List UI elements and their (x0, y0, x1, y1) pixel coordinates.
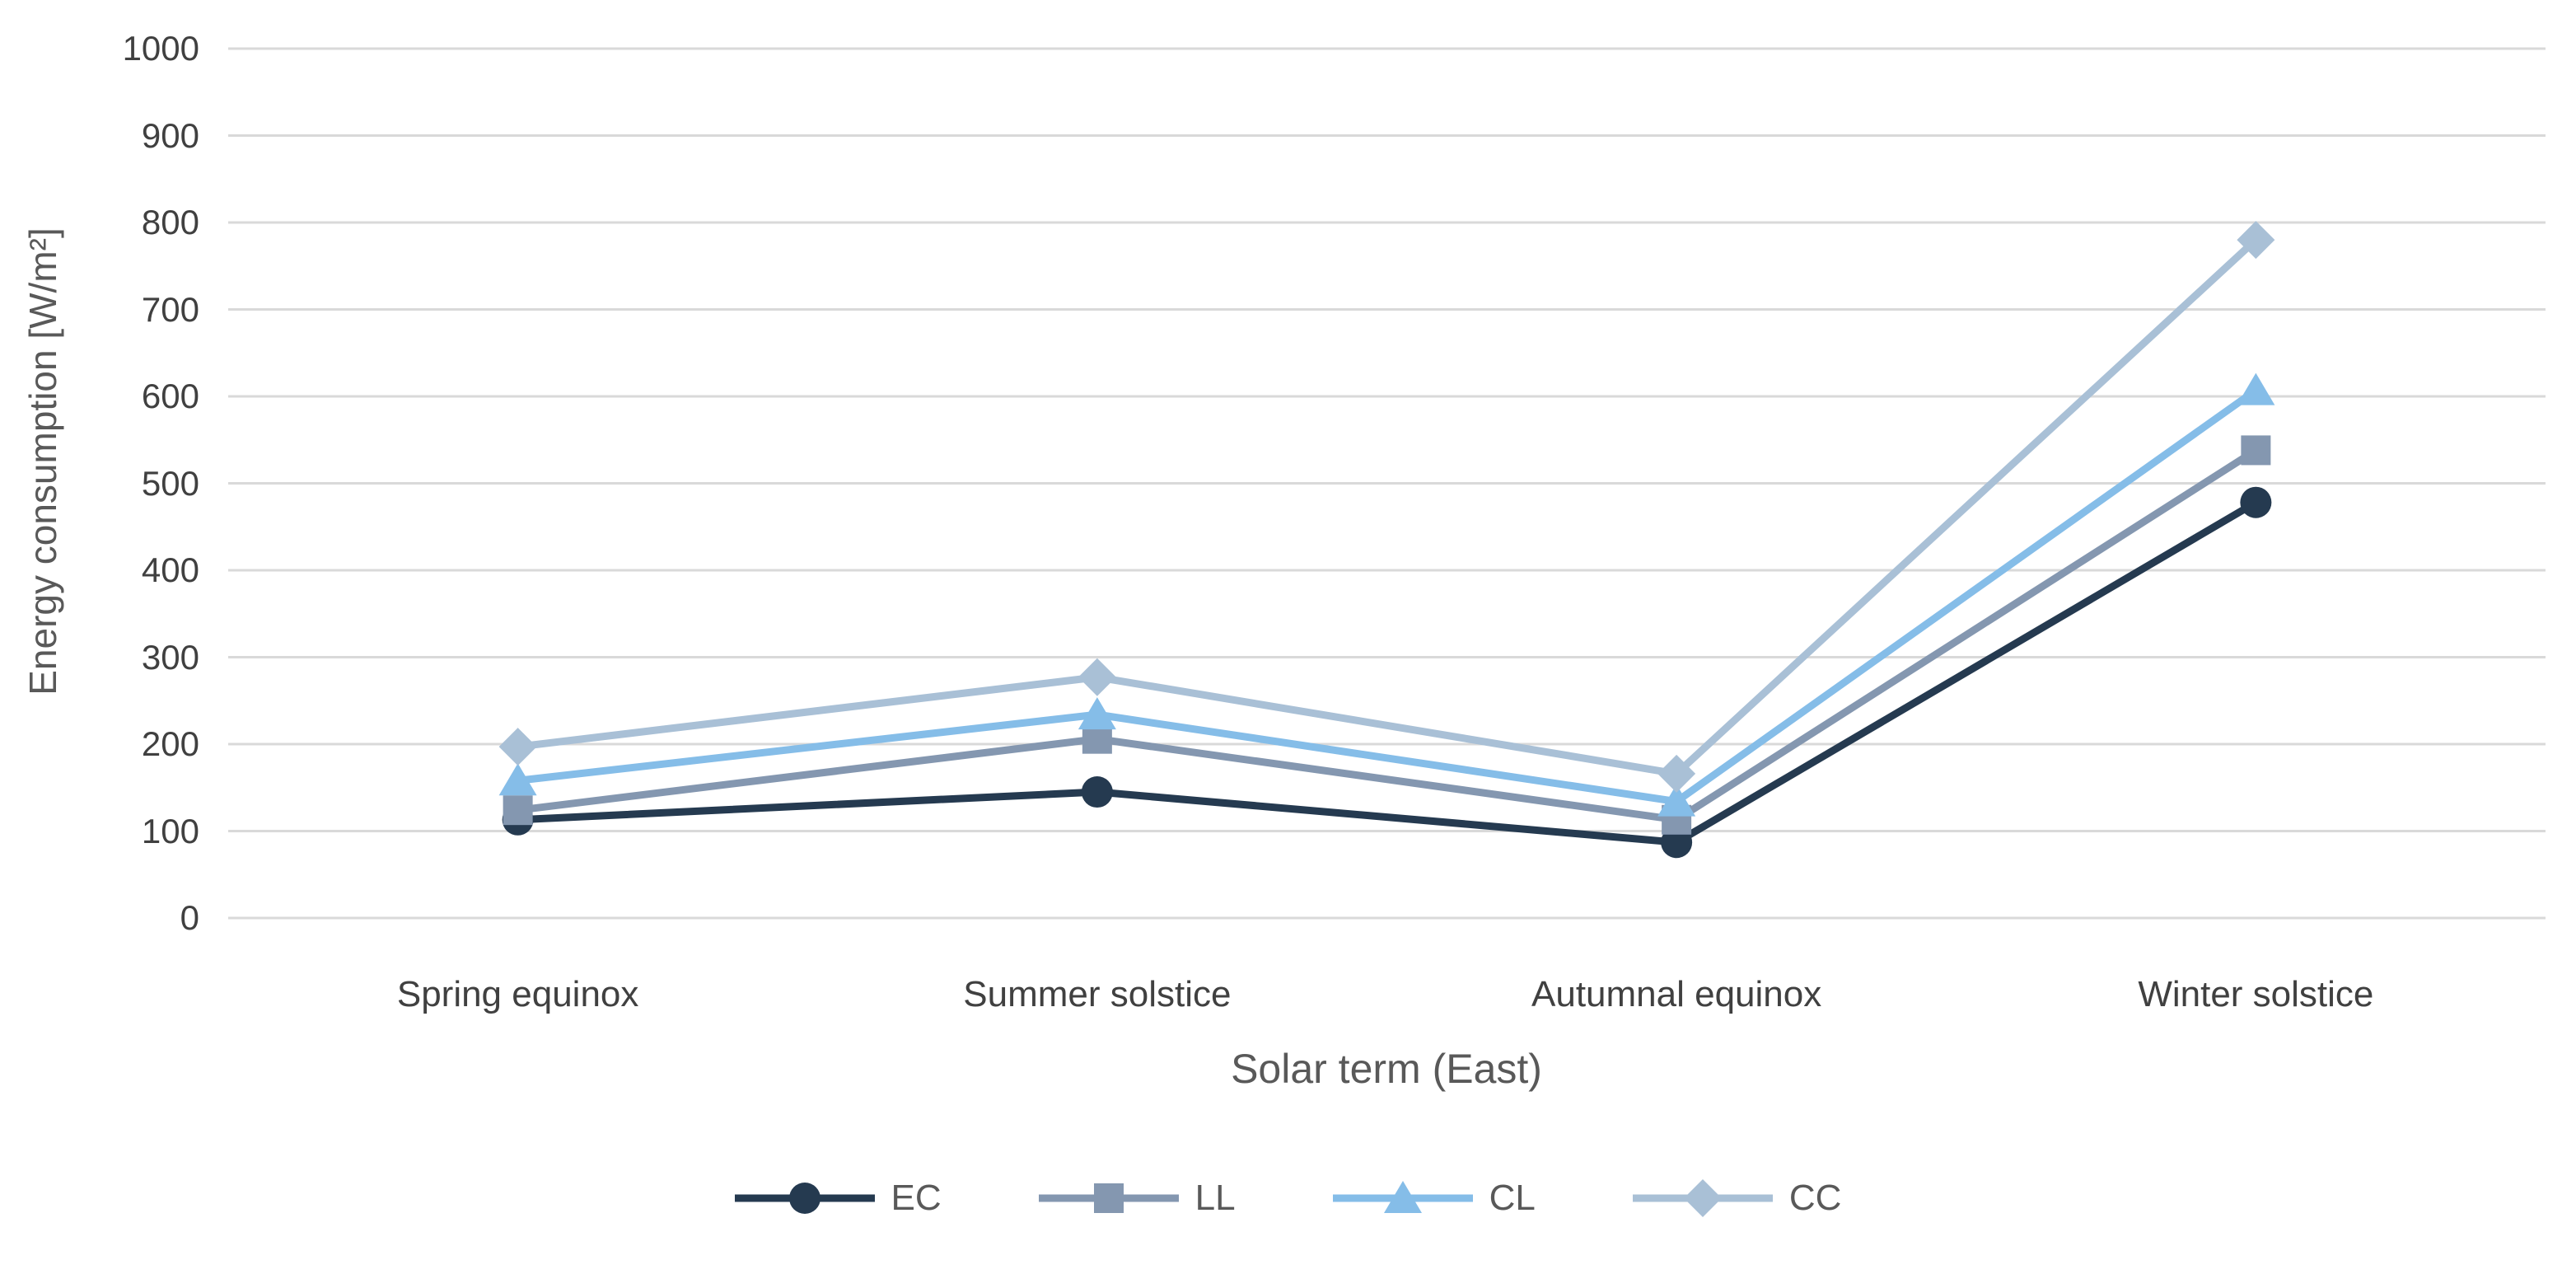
legend-label-EC: EC (891, 1178, 942, 1218)
data-point-LL-3 (2241, 435, 2271, 466)
series-line-EC (517, 499, 2258, 846)
legend-marker-shape-LL (1093, 1183, 1124, 1213)
legend-item-EC: EC (734, 1177, 942, 1220)
data-point-CC-3 (2237, 221, 2275, 260)
y-tick-label-800: 800 (141, 203, 199, 241)
legend-item-LL: LL (1038, 1177, 1236, 1220)
x-tick-label-3: Winter solstice (2138, 974, 2374, 1014)
legend-marker-shape-CL (1383, 1181, 1422, 1213)
data-point-EC-3 (2240, 486, 2272, 518)
data-point-CL-0 (498, 763, 537, 796)
series-line-CC (517, 237, 2259, 778)
legend-item-CC: CC (1632, 1177, 1842, 1220)
data-point-EC-1 (1081, 776, 1113, 808)
data-point-CL-1 (1078, 697, 1116, 730)
x-axis-title: Solar term (East) (1231, 1046, 1542, 1092)
series-line-CL (517, 386, 2258, 806)
legend-marker-diamond-icon (1632, 1179, 1773, 1217)
x-tick-label-2: Autumnal equinox (1531, 974, 1822, 1014)
y-tick-label-1000: 1000 (122, 29, 199, 68)
legend-marker-shape-CC (1683, 1179, 1722, 1217)
data-point-LL-0 (503, 795, 533, 826)
data-point-CC-2 (1657, 754, 1696, 793)
legend-item-CL: CL (1332, 1177, 1536, 1220)
data-point-CL-3 (2237, 372, 2275, 405)
legend-label-CC: CC (1788, 1178, 1842, 1218)
y-tick-label-900: 900 (141, 115, 199, 155)
y-tick-label-400: 400 (141, 550, 199, 589)
y-tick-label-700: 700 (141, 289, 199, 329)
x-tick-label-0: Spring equinox (396, 974, 639, 1014)
legend: EC LL CL CC (0, 1177, 2576, 1220)
series-line-LL (517, 447, 2258, 824)
y-tick-label-500: 500 (141, 463, 199, 503)
data-point-CC-1 (1078, 658, 1116, 696)
y-tick-label-600: 600 (141, 377, 199, 415)
data-point-CC-0 (498, 728, 537, 766)
y-tick-label-200: 200 (141, 724, 199, 763)
x-tick-label-1: Summer solstice (963, 974, 1232, 1014)
data-point-CL-2 (1657, 784, 1696, 817)
legend-marker-shape-EC (788, 1183, 820, 1214)
y-tick-label-0: 0 (180, 898, 199, 937)
y-tick-label-300: 300 (141, 637, 199, 677)
y-axis-title: Energy consumption [W/m²] (21, 227, 64, 696)
legend-marker-triangle-icon (1332, 1181, 1473, 1213)
legend-marker-circle-icon (734, 1183, 875, 1214)
legend-label-CL: CL (1489, 1178, 1536, 1218)
y-tick-label-100: 100 (141, 811, 199, 850)
legend-label-LL: LL (1194, 1178, 1236, 1218)
legend-marker-square-icon (1038, 1183, 1179, 1213)
